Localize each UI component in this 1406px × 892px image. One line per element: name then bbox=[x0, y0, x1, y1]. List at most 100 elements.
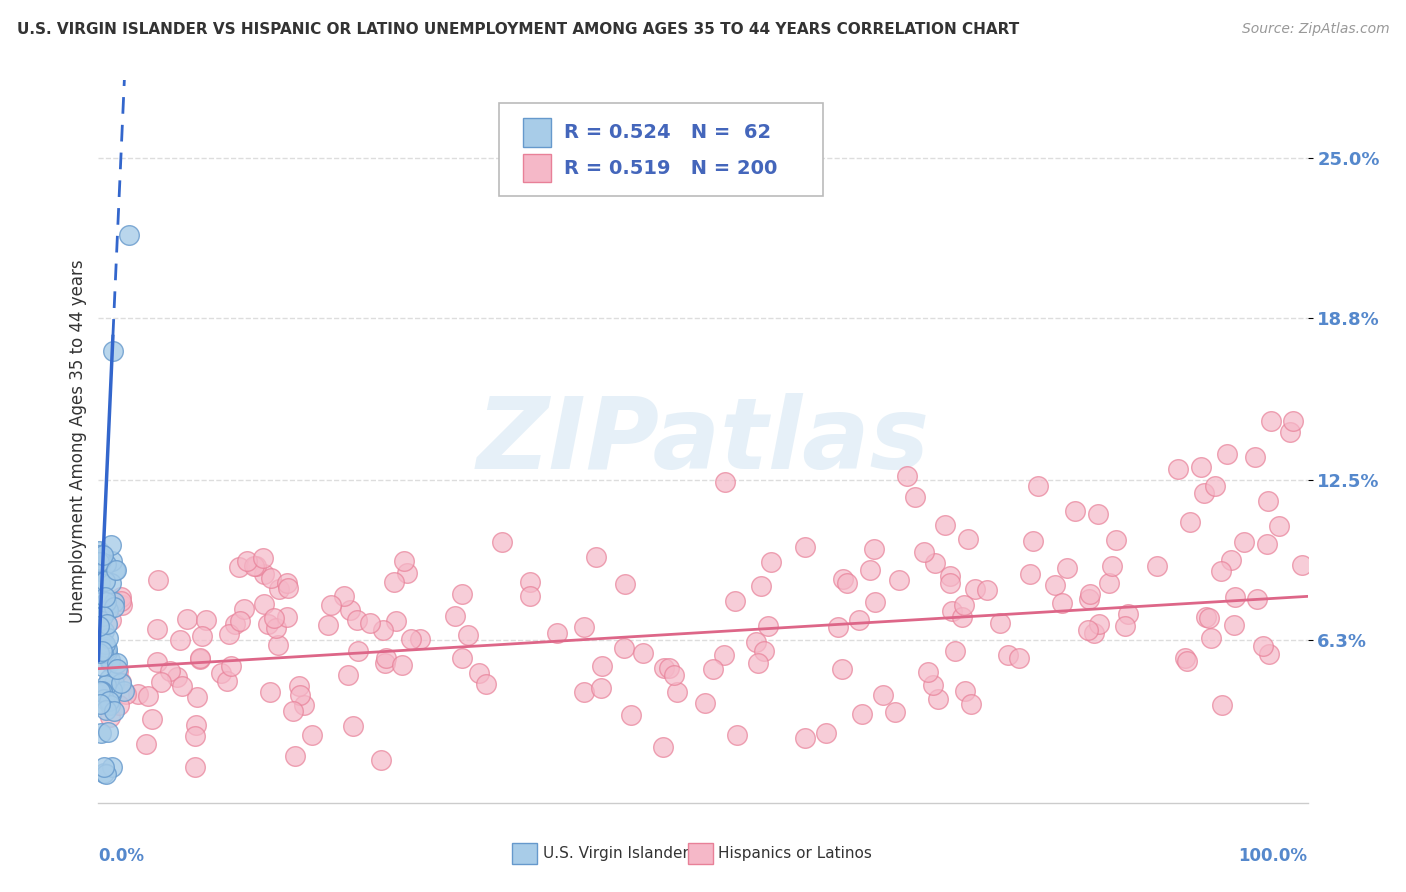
Point bbox=[1195, 610, 1218, 624]
Point bbox=[290, 689, 312, 703]
Point bbox=[585, 549, 607, 564]
Point bbox=[939, 569, 962, 583]
Point bbox=[896, 468, 918, 483]
Point bbox=[1256, 537, 1278, 551]
Point bbox=[176, 612, 198, 626]
Point bbox=[115, 687, 138, 701]
Point bbox=[188, 651, 211, 665]
Point bbox=[103, 599, 125, 614]
Point bbox=[827, 620, 849, 634]
Point bbox=[93, 590, 115, 604]
Point bbox=[209, 666, 232, 681]
Point bbox=[912, 545, 935, 559]
Point bbox=[219, 659, 242, 673]
Point bbox=[924, 556, 946, 570]
Point bbox=[848, 613, 870, 627]
Point bbox=[1211, 698, 1233, 712]
Point bbox=[858, 563, 880, 577]
Point bbox=[276, 575, 298, 590]
Point bbox=[965, 582, 987, 596]
Point bbox=[96, 641, 118, 656]
Point bbox=[91, 548, 114, 562]
Point bbox=[91, 643, 114, 657]
Point bbox=[94, 767, 117, 781]
Point bbox=[756, 619, 779, 633]
Point bbox=[887, 573, 910, 587]
Point bbox=[172, 679, 194, 693]
Point bbox=[941, 604, 963, 618]
Point bbox=[1233, 535, 1256, 549]
Point bbox=[658, 661, 681, 675]
Point bbox=[591, 658, 613, 673]
Point bbox=[260, 571, 283, 585]
Point bbox=[91, 609, 114, 624]
Point bbox=[749, 579, 772, 593]
Point bbox=[89, 575, 111, 590]
Point bbox=[370, 753, 392, 767]
Point bbox=[283, 704, 305, 718]
Point bbox=[97, 631, 120, 645]
Point bbox=[91, 659, 114, 673]
Point bbox=[904, 490, 927, 504]
Point bbox=[384, 615, 406, 629]
Point bbox=[98, 698, 121, 713]
Point bbox=[1174, 651, 1197, 665]
Point bbox=[997, 648, 1019, 663]
Text: U.S. Virgin Islanders: U.S. Virgin Islanders bbox=[543, 847, 696, 861]
Point bbox=[93, 691, 115, 706]
Point bbox=[87, 619, 110, 633]
Point bbox=[277, 581, 299, 595]
Point bbox=[94, 640, 117, 655]
Point bbox=[359, 615, 381, 630]
Point bbox=[101, 344, 124, 359]
Point bbox=[256, 617, 278, 632]
Point bbox=[111, 598, 134, 612]
Point bbox=[794, 540, 817, 554]
Point bbox=[865, 594, 887, 608]
Point bbox=[572, 620, 595, 634]
Point bbox=[91, 684, 114, 698]
Point bbox=[96, 703, 118, 717]
Point bbox=[150, 675, 173, 690]
Point bbox=[93, 647, 115, 661]
Text: ZIPatlas: ZIPatlas bbox=[477, 393, 929, 490]
Point bbox=[519, 574, 541, 589]
Point bbox=[451, 650, 474, 665]
Point bbox=[589, 681, 612, 695]
Point bbox=[1146, 559, 1168, 574]
Point bbox=[1097, 576, 1119, 591]
Point bbox=[183, 729, 205, 743]
Point bbox=[215, 674, 238, 689]
Point bbox=[702, 662, 724, 676]
Point bbox=[399, 632, 422, 647]
Point bbox=[872, 689, 894, 703]
Point bbox=[754, 644, 776, 658]
Point bbox=[1101, 558, 1123, 573]
Point bbox=[613, 640, 636, 655]
Point bbox=[316, 617, 339, 632]
Point bbox=[104, 563, 127, 577]
Point bbox=[112, 683, 135, 698]
Point bbox=[224, 617, 246, 632]
Point bbox=[263, 610, 285, 624]
Point bbox=[100, 538, 122, 552]
Point bbox=[943, 643, 966, 657]
Point bbox=[1291, 558, 1313, 572]
Point bbox=[1278, 425, 1301, 440]
Point bbox=[572, 684, 595, 698]
Point bbox=[93, 574, 115, 589]
Text: U.S. VIRGIN ISLANDER VS HISPANIC OR LATINO UNEMPLOYMENT AMONG AGES 35 TO 44 YEAR: U.S. VIRGIN ISLANDER VS HISPANIC OR LATI… bbox=[17, 22, 1019, 37]
Point bbox=[253, 566, 276, 581]
Point bbox=[98, 672, 121, 686]
Point bbox=[620, 708, 643, 723]
Point bbox=[652, 740, 675, 755]
Point bbox=[713, 475, 735, 489]
Point bbox=[288, 679, 311, 693]
Point bbox=[184, 718, 207, 732]
Point bbox=[1175, 654, 1198, 668]
Point bbox=[228, 614, 250, 628]
Point bbox=[409, 632, 432, 646]
Point bbox=[89, 565, 111, 579]
Point bbox=[186, 690, 208, 705]
Point bbox=[1056, 560, 1078, 574]
